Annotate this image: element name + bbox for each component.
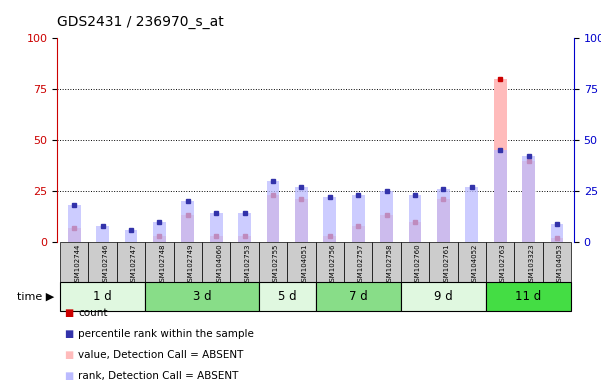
Text: GSM102749: GSM102749	[188, 243, 194, 286]
Text: percentile rank within the sample: percentile rank within the sample	[78, 329, 254, 339]
Bar	[202, 242, 230, 282]
Text: GSM102758: GSM102758	[386, 243, 392, 286]
Text: GSM102744: GSM102744	[74, 243, 80, 286]
Text: GSM102756: GSM102756	[330, 243, 336, 286]
Bar	[238, 214, 251, 242]
Bar	[401, 282, 486, 311]
Bar	[117, 242, 145, 282]
Bar	[182, 201, 194, 242]
Bar	[96, 226, 109, 242]
Bar	[230, 242, 258, 282]
Bar	[551, 223, 563, 242]
Bar	[182, 215, 194, 242]
Bar	[145, 242, 174, 282]
Bar	[514, 242, 543, 282]
Text: GSM102748: GSM102748	[159, 243, 165, 286]
Bar	[323, 236, 336, 242]
Text: 7 d: 7 d	[349, 290, 367, 303]
Bar	[352, 226, 365, 242]
Text: GDS2431 / 236970_s_at: GDS2431 / 236970_s_at	[57, 15, 224, 29]
Text: 3 d: 3 d	[192, 290, 211, 303]
Bar	[124, 230, 137, 242]
Bar	[409, 222, 421, 242]
Bar	[522, 161, 535, 242]
Bar	[457, 242, 486, 282]
Bar	[437, 199, 450, 242]
Bar	[287, 242, 316, 282]
Bar	[145, 282, 258, 311]
Bar	[543, 242, 571, 282]
Bar	[465, 187, 478, 242]
Text: GSM103323: GSM103323	[528, 243, 534, 286]
Text: 9 d: 9 d	[434, 290, 453, 303]
Bar	[295, 199, 308, 242]
Text: GSM102763: GSM102763	[500, 243, 506, 286]
Bar	[68, 205, 81, 242]
Bar	[60, 242, 88, 282]
Bar	[494, 79, 507, 242]
Text: GSM102753: GSM102753	[245, 243, 251, 286]
Bar	[60, 282, 145, 311]
Bar	[486, 242, 514, 282]
Bar	[258, 282, 316, 311]
Bar	[352, 195, 365, 242]
Text: GSM102761: GSM102761	[444, 243, 450, 286]
Bar	[153, 222, 166, 242]
Text: GSM102760: GSM102760	[415, 243, 421, 286]
Bar	[258, 242, 287, 282]
Bar	[210, 214, 222, 242]
Text: time ▶: time ▶	[17, 291, 54, 302]
Bar	[522, 156, 535, 242]
Text: GSM104053: GSM104053	[557, 243, 563, 286]
Bar	[153, 236, 166, 242]
Bar	[409, 195, 421, 242]
Text: GSM102747: GSM102747	[131, 243, 137, 286]
Bar	[429, 242, 457, 282]
Text: value, Detection Call = ABSENT: value, Detection Call = ABSENT	[78, 350, 243, 360]
Bar	[266, 195, 279, 242]
Bar	[373, 242, 401, 282]
Text: GSM104052: GSM104052	[472, 243, 478, 286]
Text: ■: ■	[64, 350, 73, 360]
Text: GSM102757: GSM102757	[358, 243, 364, 286]
Bar	[210, 236, 222, 242]
Bar	[316, 282, 401, 311]
Text: GSM102746: GSM102746	[103, 243, 109, 286]
Bar	[316, 242, 344, 282]
Text: rank, Detection Call = ABSENT: rank, Detection Call = ABSENT	[78, 371, 239, 381]
Bar	[494, 151, 507, 242]
Bar	[295, 187, 308, 242]
Text: 1 d: 1 d	[93, 290, 112, 303]
Text: ■: ■	[64, 371, 73, 381]
Text: GSM104060: GSM104060	[216, 243, 222, 286]
Bar	[238, 236, 251, 242]
Bar	[68, 228, 81, 242]
Text: 11 d: 11 d	[516, 290, 542, 303]
Text: ■: ■	[64, 329, 73, 339]
Bar	[551, 238, 563, 242]
Text: GSM104051: GSM104051	[301, 243, 307, 286]
Bar	[380, 191, 393, 242]
Bar	[401, 242, 429, 282]
Bar	[88, 242, 117, 282]
Bar	[486, 282, 571, 311]
Text: 5 d: 5 d	[278, 290, 296, 303]
Bar	[380, 215, 393, 242]
Bar	[266, 181, 279, 242]
Text: ■: ■	[64, 308, 73, 318]
Bar	[174, 242, 202, 282]
Bar	[437, 189, 450, 242]
Text: GSM102755: GSM102755	[273, 243, 279, 286]
Text: count: count	[78, 308, 108, 318]
Bar	[323, 197, 336, 242]
Bar	[344, 242, 373, 282]
